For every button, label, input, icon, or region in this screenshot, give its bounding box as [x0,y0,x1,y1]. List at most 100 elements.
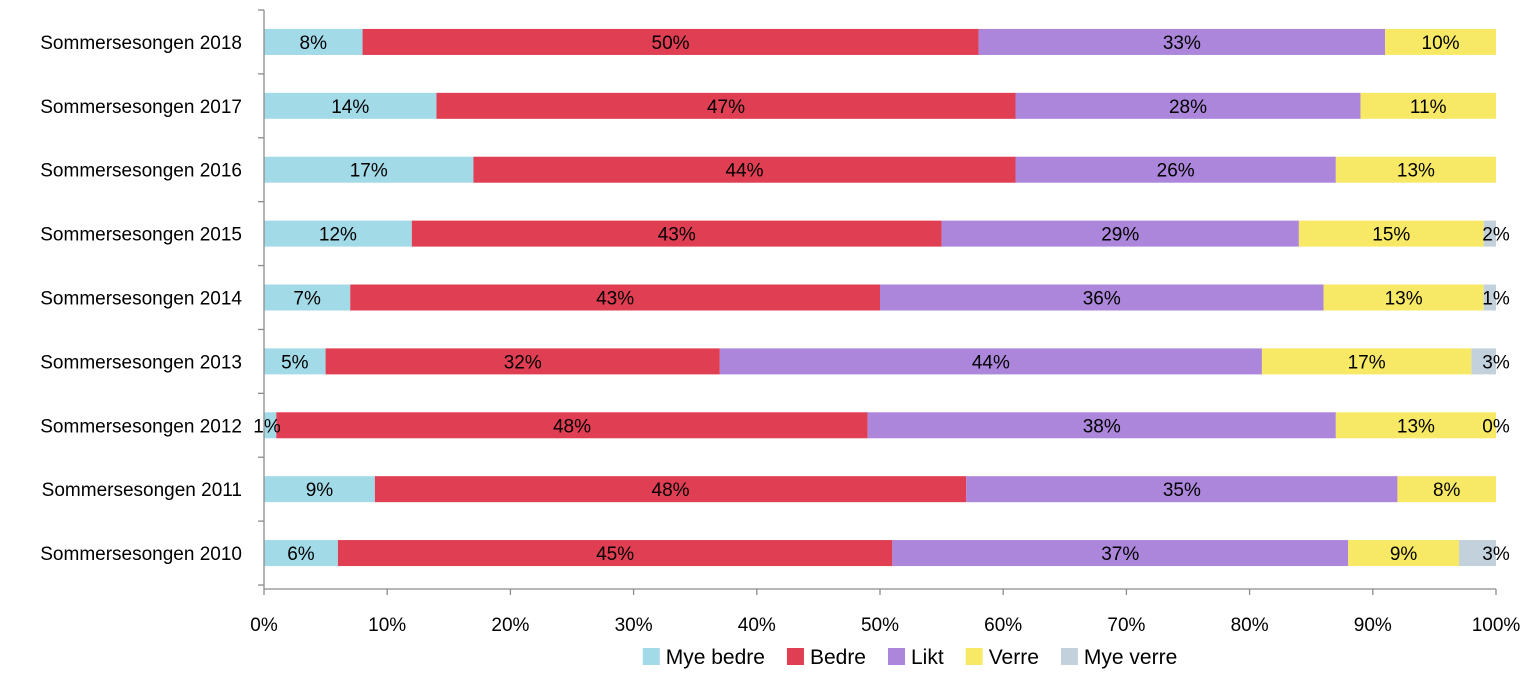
data-label: 9% [306,480,334,501]
data-label: 44% [725,161,763,182]
data-label: 13% [1397,416,1435,437]
x-tick-label: 10% [368,615,406,636]
data-label: 2% [1482,225,1510,246]
data-label: 15% [1372,225,1410,246]
data-label: 7% [293,289,321,310]
legend-swatch [1060,648,1078,665]
data-label: 12% [319,225,357,246]
bar-segment-verre [1360,92,1496,119]
data-label: 1% [1482,289,1510,310]
data-label: 32% [504,352,542,373]
x-tick-label: 50% [861,615,899,636]
data-label: 8% [1433,480,1461,501]
x-tick-label: 40% [738,615,776,636]
legend-label: Mye verre [1084,646,1177,669]
data-label: 50% [652,33,690,54]
legend-item: Likt [888,646,944,669]
bar-segment-mye-bedre [264,412,277,439]
category-label: Sommersesongen 2018 [40,33,242,54]
data-label: 14% [331,97,369,118]
bar-segment-verre [1385,28,1496,55]
x-tick-label: 20% [491,615,529,636]
bar-segment-likt [880,284,1324,311]
legend-item: Mye verre [1060,646,1177,669]
data-label: 48% [652,480,690,501]
data-label: 1% [253,416,281,437]
legend-label: Mye bedre [666,646,765,669]
data-labels-group: 8% 50% 33% 10% 14% 47% 28% 11% 17% 44% 26% 13% 12% 43… [253,33,1510,565]
bar-segment-likt [719,348,1262,375]
legend-label: Likt [911,646,944,669]
bar-segment-likt [978,28,1386,55]
x-tick-label: 70% [1107,615,1145,636]
bar-segment-mye-bedre [264,540,338,567]
data-label: 29% [1101,225,1139,246]
bar-segment-bedre [350,284,880,311]
data-label: 47% [707,97,745,118]
data-label: 43% [658,225,696,246]
bar-segment-likt [941,220,1299,247]
bar-segment-mye-bedre [264,348,326,375]
x-tick-label: 90% [1354,615,1392,636]
bar-segment-mye-verre [1459,540,1496,567]
data-label: 9% [1390,544,1418,565]
data-label: 13% [1385,289,1423,310]
data-label: 13% [1397,161,1435,182]
bar-segment-mye-verre [1483,220,1496,247]
bar-segment-bedre [325,348,720,375]
data-label: 26% [1157,161,1195,182]
bar-segment-bedre [276,412,868,439]
legend-label: Verre [989,646,1039,669]
legend-item: Bedre [786,646,866,669]
bar-segment-likt [966,476,1398,503]
legend-label: Bedre [810,646,866,669]
bar-segment-likt [1015,92,1361,119]
data-label: 11% [1410,97,1447,118]
data-label: 33% [1163,33,1201,54]
bar-segment-mye-bedre [264,92,437,119]
x-tick-label: 30% [615,615,653,636]
category-label: Sommersesongen 2015 [40,225,242,246]
category-label: Sommersesongen 2013 [40,352,242,373]
bar-segment-verre [1397,476,1496,503]
data-label: 0% [1482,416,1510,437]
data-label: 44% [972,352,1010,373]
bar-segment-verre [1348,540,1460,567]
category-label: Sommersesongen 2012 [40,416,242,437]
data-label: 38% [1083,416,1121,437]
legend-swatch [888,648,906,665]
legend-item: Mye bedre [642,646,765,669]
legend: Mye bedre Bedre Likt Verre Mye verre [642,646,1177,669]
legend-swatch [642,648,660,665]
bar-segment-bedre [374,476,967,503]
legend-item: Verre [965,646,1039,669]
legend-swatch [965,648,983,665]
bar-segment-bedre [436,92,1016,119]
data-label: 6% [287,544,315,565]
bar-segment-bedre [337,540,893,567]
data-label: 8% [300,33,328,54]
bar-segment-mye-bedre [264,28,363,55]
data-label: 35% [1163,480,1201,501]
bar-segment-verre [1335,412,1496,439]
bar-segment-mye-bedre [264,476,375,503]
bar-segment-verre [1298,220,1484,247]
bar-segment-likt [892,540,1349,567]
bar-segment-bedre [473,156,1016,183]
bar-segment-likt [867,412,1336,439]
x-tick-label: 60% [984,615,1022,636]
x-tick-label: 0% [250,615,278,636]
x-tick-label: 80% [1231,615,1269,636]
bar-segment-mye-bedre [264,156,474,183]
category-label: Sommersesongen 2016 [40,161,242,182]
bar-segment-mye-bedre [264,220,412,247]
category-label: Sommersesongen 2010 [40,544,242,565]
axes-group: Sommersesongen 2018 Sommersesongen 2017 So… [40,9,1521,636]
data-label: 37% [1101,544,1139,565]
bar-segment-verre [1261,348,1472,375]
data-label: 28% [1169,97,1207,118]
x-tick-label: 100% [1472,615,1521,636]
data-label: 48% [553,416,591,437]
